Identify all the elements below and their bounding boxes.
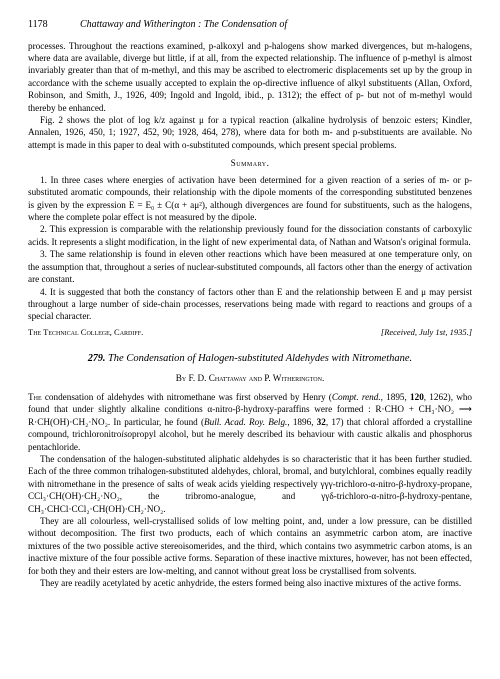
article-title-text: The Condensation of Halogen-substituted … [108,353,412,364]
article-para-2: The condensation of the halogen-substitu… [28,453,472,515]
affiliation: The Technical College, Cardiff. [28,327,143,337]
article-para-4: They are readily acetylated by acetic an… [28,577,472,589]
summary-heading: Summary. [28,157,472,169]
article-para-1-body: condensation of aldehydes with nitrometh… [28,392,472,452]
top-para-1: processes. Throughout the reactions exam… [28,40,472,115]
page-header: 1178 Chattaway and Witherington : The Co… [28,18,472,32]
summary-item-3: 3. The same relationship is found in ele… [28,248,472,285]
summary-item-4: 4. It is suggested that both the constan… [28,286,472,323]
running-head: Chattaway and Witherington : The Condens… [80,18,287,32]
article-byline: By F. D. Chattaway and P. Witherington. [28,372,472,384]
article-number: 279. [88,353,106,364]
page-container: 1178 Chattaway and Witherington : The Co… [0,0,500,610]
article-para-3: They are all colourless, well-crystallis… [28,515,472,577]
received-date: [Received, July 1st, 1935.] [381,327,472,338]
para-lead: The [28,392,42,402]
summary-item-1: 1. In three cases where energies of acti… [28,174,472,224]
article-heading: 279. The Condensation of Halogen-substit… [28,352,472,366]
affiliation-line: The Technical College, Cardiff. [Receive… [28,327,472,338]
article-para-1: The condensation of aldehydes with nitro… [28,391,472,453]
top-para-2: Fig. 2 shows the plot of log k/z against… [28,114,472,151]
page-number: 1178 [28,18,48,32]
summary-item-2: 2. This expression is comparable with th… [28,223,472,248]
